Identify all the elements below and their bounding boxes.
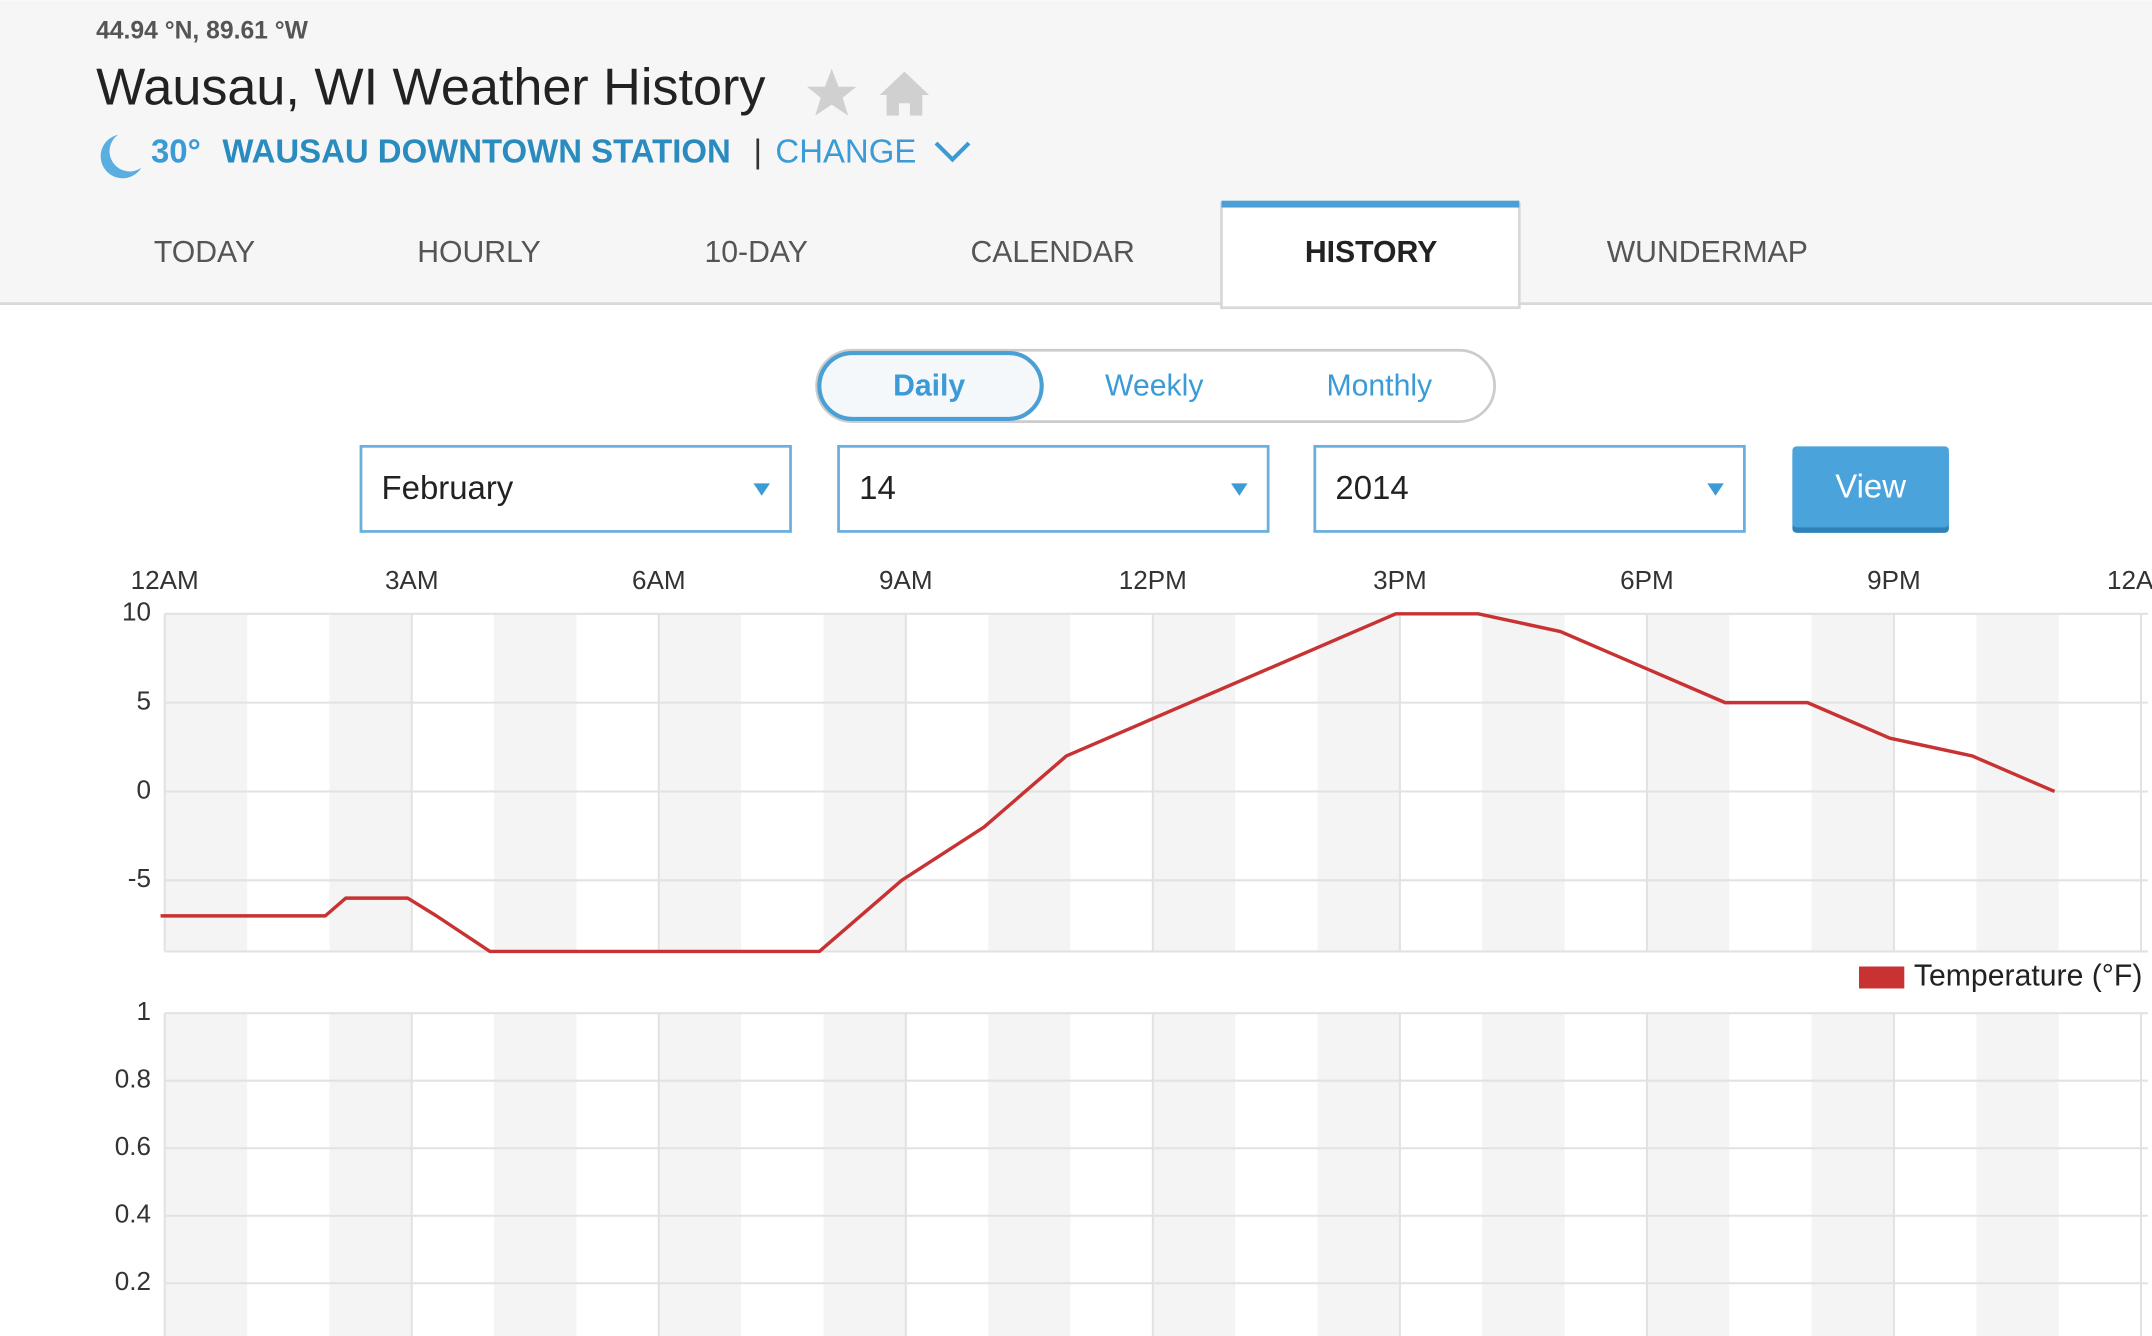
select-value: 14	[859, 469, 896, 506]
x-tick-label: 12PM	[1119, 565, 1187, 595]
hour-band	[164, 1013, 248, 1336]
active-tab-bar	[1221, 200, 1520, 208]
legend-swatch	[1859, 966, 1905, 989]
hour-band	[329, 613, 412, 952]
hour-band	[1317, 613, 1400, 952]
x-tick-label: 12AM	[2107, 565, 2152, 595]
x-tick-label: 9AM	[879, 565, 933, 595]
toggle-option[interactable]: Weekly	[1105, 369, 1204, 402]
hour-band	[658, 613, 742, 952]
temperature-line	[160, 612, 2056, 954]
y-tick-label: 0.2	[115, 1266, 151, 1296]
select-arrow	[753, 483, 770, 496]
hour-band	[1811, 613, 1894, 952]
period-toggle: Daily Weekly Monthly	[815, 348, 1496, 424]
select-arrow	[1707, 483, 1724, 496]
separator: |	[753, 133, 762, 170]
y-tick-label: 0.6	[115, 1131, 151, 1161]
y-tick-label: -5	[128, 863, 151, 893]
change-chevron[interactable]	[934, 141, 971, 163]
hour-band	[1482, 1013, 1565, 1336]
nav-tab[interactable]: TODAY	[154, 236, 255, 269]
hour-band	[1976, 1013, 2059, 1336]
x-tick-label: 6AM	[632, 565, 686, 595]
x-tick-label: 3AM	[385, 565, 439, 595]
toggle-selected	[817, 350, 1044, 421]
x-tick-label: 6PM	[1620, 565, 1674, 595]
y-tick-label: 1	[136, 996, 151, 1026]
select-box[interactable]	[837, 444, 1270, 533]
hour-band	[1152, 1013, 1236, 1336]
nav-tab[interactable]: HOURLY	[417, 236, 541, 269]
hour-band	[494, 613, 577, 952]
x-tick-label: 9PM	[1867, 565, 1921, 595]
hour-band	[1646, 613, 1730, 952]
active-tab-bg	[1220, 202, 1521, 310]
hour-band	[1976, 613, 2059, 952]
hour-band	[988, 1013, 1071, 1336]
hour-band	[823, 613, 906, 952]
hour-band	[494, 1013, 577, 1336]
change-link[interactable]: CHANGE	[775, 133, 916, 170]
hour-band	[1152, 613, 1236, 952]
date-form: February 14 2014 View	[359, 444, 1949, 533]
charts: -5051012AM3AM6AM9AM12PM3PM6PM9PM12AMTemp…	[115, 565, 2152, 1336]
favorite-star[interactable]	[807, 68, 857, 116]
hour-band	[1317, 1013, 1400, 1336]
legend-label: Temperature (°F)	[1914, 959, 2142, 992]
nav-tab[interactable]: HISTORY	[1305, 236, 1438, 269]
select-box[interactable]	[1313, 444, 1746, 533]
y-tick-label: 0	[136, 774, 151, 804]
hour-band	[1482, 613, 1565, 952]
nav-tab[interactable]: WUNDERMAP	[1607, 236, 1808, 269]
hour-band	[164, 613, 248, 952]
tabs: TODAY HOURLY 10-DAY CALENDAR HISTORY WUNDERMA…	[154, 200, 1808, 310]
page-title: Wausau, WI Weather History	[96, 59, 765, 117]
hour-band	[329, 1013, 412, 1336]
station-name[interactable]: WAUSAU DOWNTOWN STATION	[222, 133, 730, 170]
current-temp: 30°	[151, 133, 201, 170]
hour-band	[1646, 1013, 1730, 1336]
x-tick-label: 3PM	[1373, 565, 1427, 595]
view-button-label: View	[1835, 468, 1906, 505]
y-tick-label: 5	[136, 686, 151, 716]
coords: 44.94 °N, 89.61 °W	[96, 17, 309, 44]
hour-band	[988, 613, 1071, 952]
toggle-option[interactable]: Daily	[893, 369, 965, 402]
y-tick-label: 0.4	[115, 1199, 151, 1229]
nav-tab[interactable]: 10-DAY	[704, 236, 807, 269]
x-tick-label: 12AM	[131, 565, 199, 595]
hour-band	[823, 1013, 906, 1336]
home-icon[interactable]	[879, 71, 930, 116]
moon-icon	[100, 134, 142, 179]
view-button[interactable]	[1792, 446, 1949, 528]
nav-tab[interactable]: CALENDAR	[970, 236, 1134, 269]
select-arrow	[1231, 483, 1248, 496]
select-value: 2014	[1335, 469, 1408, 506]
select-box[interactable]	[359, 444, 792, 533]
toggle-option[interactable]: Monthly	[1326, 369, 1433, 402]
header-bg	[0, 0, 2152, 304]
hour-band	[658, 1013, 742, 1336]
hour-band	[1811, 1013, 1894, 1336]
y-tick-label: 0.8	[115, 1064, 151, 1094]
y-tick-label: 10	[122, 597, 151, 627]
select-value: February	[382, 469, 514, 506]
